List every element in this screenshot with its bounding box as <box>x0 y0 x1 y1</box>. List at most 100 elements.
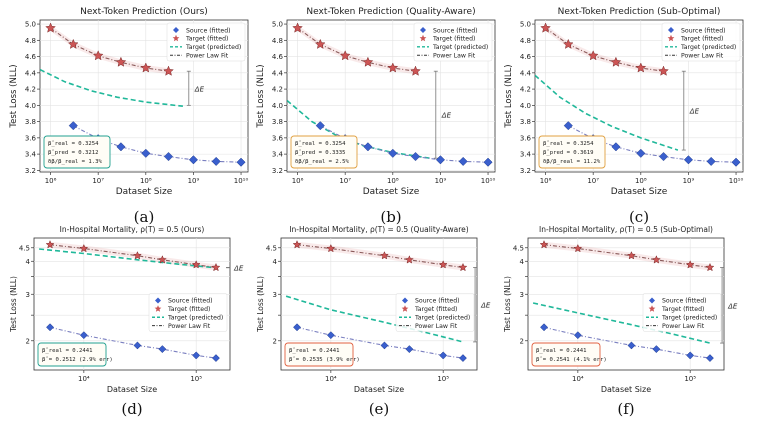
target-predicted-line <box>532 302 711 344</box>
target-point <box>79 243 89 253</box>
textbox-frame <box>531 342 601 367</box>
parameter-textbox: β̂_real = 0.2441 β̂ = 0.2512 (2.9% err) <box>37 342 113 367</box>
source-point <box>439 351 448 360</box>
x-tick-label: 10⁵ <box>437 375 449 383</box>
source-point <box>236 157 246 167</box>
source-point <box>563 121 573 131</box>
y-axis-label: Test Loss (NLL) <box>256 276 265 333</box>
source-powerlaw-line <box>296 326 464 359</box>
parameter-textbox: β̂_real = 0.3254 β̂_pred = 0.3212 δβ/β_rea… <box>43 135 111 169</box>
y-tick-label: 4.0 <box>25 102 36 110</box>
y-tick-label: 3 <box>273 291 277 299</box>
x-tick-label: 10⁹ <box>188 177 200 185</box>
legend-source-marker <box>402 297 408 304</box>
source-point <box>458 156 468 166</box>
target-confidence-band <box>297 25 416 75</box>
x-tick-label: 10⁴ <box>78 375 90 383</box>
source-powerlaw-line <box>49 326 217 359</box>
target-point <box>438 260 448 269</box>
delta-e-label: ΔE <box>194 85 205 93</box>
target-point <box>92 50 104 61</box>
y-tick-label: 4 <box>273 258 278 266</box>
legend-target-marker <box>648 305 656 312</box>
textbox-frame <box>43 135 111 169</box>
panel-caption: (d) <box>121 400 142 418</box>
legend: Source (fitted)Target (fitted)Target (pr… <box>661 22 741 62</box>
source-point <box>212 354 220 363</box>
source-point <box>79 331 88 340</box>
plot-area <box>532 240 715 363</box>
legend-target-marker <box>419 34 427 42</box>
legend-source-marker <box>420 27 426 33</box>
y-tick-label: 4.4 <box>272 69 284 77</box>
legend-box <box>166 22 246 62</box>
source-point <box>706 156 716 166</box>
source-point <box>188 155 198 165</box>
textbox-line: β̂_pred = 0.3619 <box>543 150 594 156</box>
target-point <box>157 255 167 264</box>
source-point <box>410 152 421 162</box>
y-tick-label: 3.2 <box>272 167 283 175</box>
target-point <box>387 62 399 73</box>
y-tick-label: 4.8 <box>272 37 283 45</box>
x-tick-label: 10⁷ <box>339 177 351 185</box>
source-point <box>141 148 151 158</box>
x-tick-label: 10⁷ <box>587 177 599 185</box>
target-point <box>651 255 661 264</box>
y-axis-label: Test Loss (NLL) <box>9 276 18 333</box>
x-tick-label: 10⁸ <box>140 177 152 185</box>
parameter-textbox: β̂_real = 0.2441 β̂ = 0.2541 (4.1% err) <box>531 342 607 367</box>
chart-title: Next-Token Prediction (Sub-Optimal) <box>558 7 721 17</box>
x-axis-label: Dataset Size <box>354 385 404 394</box>
y-tick-label: 3.6 <box>272 134 284 142</box>
textbox-frame <box>538 135 606 169</box>
chart-panel-1: 3.2 3.4 3.6 3.8 4.0 4.2 4.4 4.6 4.8 5.0 10⁶ 10⁷ 10⁸ 1… <box>9 7 248 226</box>
y-tick-label: 4.8 <box>520 37 531 45</box>
source-point <box>627 341 636 350</box>
textbox-line: β̂ = 0.2541 (4.1% err) <box>536 357 607 363</box>
x-axis-label: Dataset Size <box>363 187 420 197</box>
target-point <box>191 260 201 269</box>
textbox-line: β̂_real = 0.3254 <box>543 141 594 147</box>
x-tick-label: 10⁷ <box>92 177 104 185</box>
target-confidence-band <box>297 241 463 271</box>
textbox-line: β̂ = 0.2512 (2.9% err) <box>42 357 113 363</box>
source-point <box>46 323 54 332</box>
textbox-frame <box>290 135 358 169</box>
chart-panel-2: 3.2 3.4 3.6 3.8 4.0 4.2 4.4 4.6 4.8 5.0 10⁶ 10⁷ 10⁸ 1… <box>256 7 495 226</box>
textbox-line: δβ/β_real = 1.3% <box>48 159 103 165</box>
textbox-line: δβ/β_real = 2.5% <box>295 159 350 165</box>
source-point <box>388 148 398 158</box>
textbox-line: β̂_real = 0.2441 <box>289 348 340 354</box>
target-point <box>211 262 221 272</box>
target-confidence-band <box>544 241 710 271</box>
source-point <box>116 142 126 152</box>
source-point <box>315 121 325 131</box>
target-point <box>635 62 647 73</box>
source-point <box>211 156 221 166</box>
textbox-line: β̂_pred = 0.3212 <box>48 150 99 156</box>
target-powerlaw-line <box>545 27 664 72</box>
chart-panel-3: 3.2 3.4 3.6 3.8 4.0 4.2 4.4 4.6 4.8 5.0 10⁶ 10⁷ 10⁸ 1… <box>504 7 743 226</box>
textbox-line: β̂_pred = 0.3335 <box>295 150 346 156</box>
legend-label: Power Law Fit <box>433 53 476 60</box>
target-point <box>562 38 574 49</box>
legend: Source (fitted)Target (fitted)Target (pr… <box>395 293 475 332</box>
x-axis-label: Dataset Size <box>116 187 173 197</box>
legend-target-marker <box>154 305 162 312</box>
target-predicted-line <box>40 68 183 107</box>
y-axis-label: Test Loss (NLL) <box>504 64 514 128</box>
x-axis-label: Dataset Size <box>611 187 668 197</box>
panel-caption: (a) <box>134 208 155 226</box>
legend-label: Source (fitted) <box>681 27 726 34</box>
y-tick-label: 4.2 <box>25 86 36 94</box>
x-tick-label: 10⁴ <box>325 375 337 383</box>
y-tick-label: 3.2 <box>25 167 36 175</box>
chart-title: Next-Token Prediction (Quality-Aware) <box>306 7 475 17</box>
textbox-line: β̂_real = 0.3254 <box>295 141 346 147</box>
y-tick-label: 3.6 <box>520 134 532 142</box>
target-point <box>45 22 56 33</box>
y-tick-label: 3.8 <box>25 118 36 126</box>
source-point <box>652 345 661 354</box>
